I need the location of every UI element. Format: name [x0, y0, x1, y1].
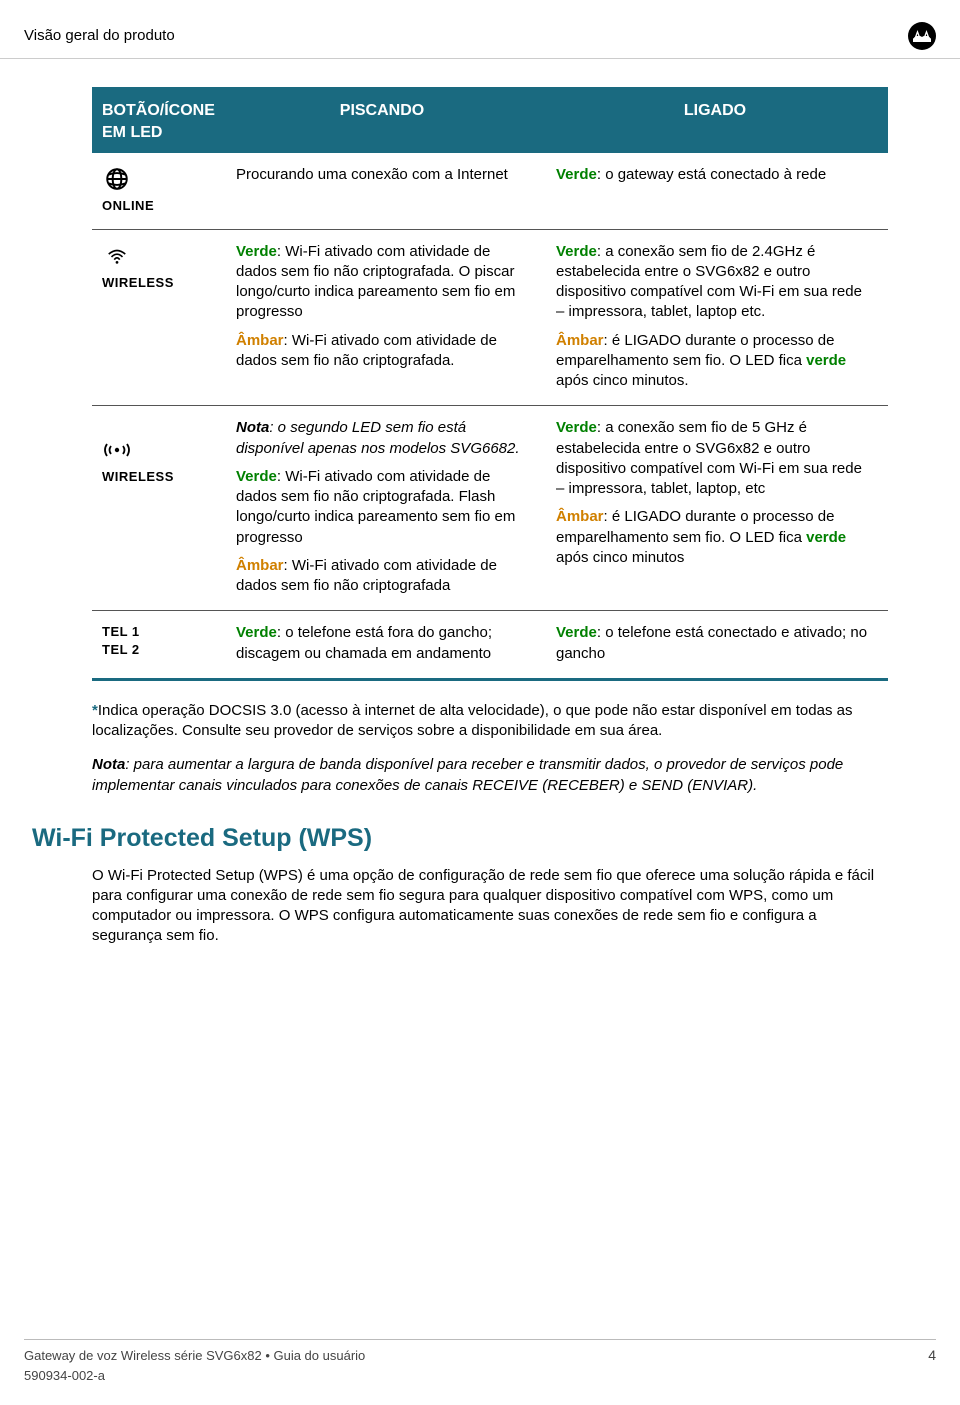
page-content: BOTÃO/ÍCONE EM LED PISCANDO LIGADO [0, 87, 960, 947]
cell-on: Verde: o gateway está conectado à rede [542, 165, 888, 215]
led-table: BOTÃO/ÍCONE EM LED PISCANDO LIGADO [92, 87, 888, 681]
wps-body: O Wi-Fi Protected Setup (WPS) é uma opçã… [92, 866, 888, 947]
col-header-icon: BOTÃO/ÍCONE EM LED [92, 90, 222, 153]
cell-blinking: Verde: o telefone está fora do gancho; d… [222, 623, 542, 664]
col-header-on: LIGADO [542, 90, 888, 153]
table-row: ONLINE Procurando uma conexão com a Inte… [92, 153, 888, 230]
globe-icon [102, 165, 132, 193]
icon-cell-online: ONLINE [92, 165, 222, 215]
footer-left: Gateway de voz Wireless série SVG6x82 • … [24, 1346, 365, 1385]
table-row: TEL 1 TEL 2 Verde: o telefone está fora … [92, 611, 888, 678]
cell-on: Verde: o telefone está conectado e ativa… [542, 623, 888, 664]
table-row: WIRELESS Nota: o segundo LED sem fio est… [92, 406, 888, 611]
icon-label: ONLINE [102, 197, 154, 215]
footer-line1: Gateway de voz Wireless série SVG6x82 • … [24, 1346, 365, 1366]
icon-cell-wireless2: WIRELESS [92, 418, 222, 596]
page-number: 4 [928, 1346, 936, 1385]
page-header: Visão geral do produto [0, 0, 960, 59]
icon-label: WIRELESS [102, 274, 174, 292]
page-header-title: Visão geral do produto [24, 26, 175, 46]
led-table-header: BOTÃO/ÍCONE EM LED PISCANDO LIGADO [92, 90, 888, 153]
motorola-logo-icon [908, 22, 936, 50]
icon-label: WIRELESS [102, 468, 174, 486]
cell-on: Verde: a conexão sem fio de 2.4GHz é est… [542, 242, 888, 392]
tel2-label: TEL 2 [102, 641, 216, 659]
tel1-label: TEL 1 [102, 623, 216, 641]
asterisk-note: *Indica operação DOCSIS 3.0 (acesso à in… [92, 701, 888, 742]
note-block: Nota: para aumentar a largura de banda d… [92, 755, 888, 796]
icon-cell-wireless: WIRELESS [92, 242, 222, 392]
col-header-blinking: PISCANDO [222, 90, 542, 153]
table-row: WIRELESS Verde: Wi-Fi ativado com ativid… [92, 230, 888, 407]
cell-on: Verde: a conexão sem fio de 5 GHz é esta… [542, 418, 888, 596]
footer-line2: 590934-002-a [24, 1366, 365, 1386]
icon-cell-tel: TEL 1 TEL 2 [92, 623, 222, 664]
wifi-icon [102, 242, 132, 270]
page-footer: Gateway de voz Wireless série SVG6x82 • … [24, 1339, 936, 1385]
cell-blinking: Verde: Wi-Fi ativado com atividade de da… [222, 242, 542, 392]
cell-blinking: Nota: o segundo LED sem fio está disponí… [222, 418, 542, 596]
wps-heading: Wi-Fi Protected Setup (WPS) [32, 822, 888, 856]
broadcast-icon [102, 436, 132, 464]
cell-blinking: Procurando uma conexão com a Internet [222, 165, 542, 215]
